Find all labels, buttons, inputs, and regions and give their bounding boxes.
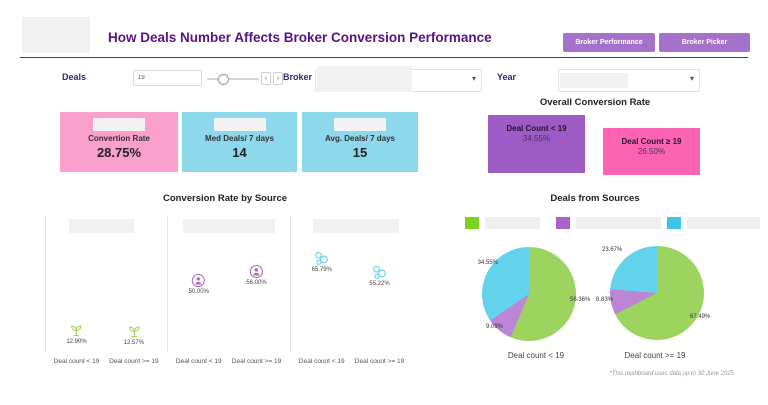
overall-bar-lt19[interactable]: Deal Count < 19 34.55%	[488, 115, 585, 173]
broker-name-redacted	[93, 118, 145, 131]
scatter-point[interactable]: 56.00%	[246, 264, 267, 287]
plant-icon	[71, 325, 82, 337]
point-value: 12.90%	[66, 339, 87, 346]
overall-conversion-title: Overall Conversion Rate	[539, 97, 651, 108]
legend-item-green[interactable]	[465, 217, 540, 229]
overall-bar-gte19[interactable]: Deal Count ≥ 19 26.50%	[603, 128, 700, 175]
logo-placeholder	[22, 17, 90, 53]
bubbles-icon	[373, 266, 387, 280]
pie-slice-label: 34.55%	[477, 260, 498, 266]
point-value: 55.22%	[369, 281, 390, 288]
pie-slice-label: 9.09%	[486, 324, 504, 330]
legend-label-redacted	[687, 217, 760, 229]
source-panel-2: 50.00% 56.00% Deal count < 19 Deal count…	[167, 215, 291, 365]
point-value: 12.57%	[123, 339, 145, 346]
source-name-redacted	[183, 219, 275, 233]
point-value: 50.00%	[188, 288, 209, 295]
deals-from-sources-title: Deals from Sources	[550, 193, 640, 204]
legend-item-purple[interactable]	[556, 217, 661, 229]
card-label: Avg. Deals/ 7 days	[325, 134, 395, 143]
scatter-point[interactable]: 12.90%	[66, 323, 87, 346]
pie-slice-label: 56.36%	[570, 297, 591, 303]
pie-axis-label: Deal count >= 19	[624, 351, 686, 360]
scatter-point[interactable]: 12.57%	[124, 324, 144, 346]
card-value: 14	[232, 145, 247, 160]
point-value: 56.00%	[246, 280, 267, 287]
year-filter-label: Year	[497, 72, 517, 82]
bar-value: 34.55%	[522, 134, 551, 143]
point-value: 65.79%	[311, 266, 332, 273]
x-axis-label: Deal count >= 19	[109, 358, 159, 365]
conversion-rate-card: Convertion Rate 28.75%	[60, 112, 178, 172]
card-value: 15	[352, 145, 368, 160]
bubbles-icon	[315, 251, 329, 265]
conversion-by-source-title: Conversion Rate by Source	[162, 193, 288, 204]
broker-name-redacted	[334, 118, 386, 131]
source-name-redacted	[69, 219, 134, 233]
legend-swatch	[667, 217, 681, 229]
footnote: *This dashboard uses data up to 30 June …	[609, 371, 734, 377]
deals-filter-label: Deals	[62, 72, 87, 82]
pie-chart-lt19[interactable]	[482, 247, 576, 341]
x-axis-label: Deal count >= 19	[231, 358, 282, 365]
broker-performance-button[interactable]: Broker Performance	[563, 33, 655, 52]
broker-name-redacted	[213, 118, 266, 131]
x-axis-label: Deal count < 19	[298, 358, 345, 365]
source-name-redacted	[313, 219, 399, 233]
plant-icon	[128, 326, 140, 337]
bar-value: 26.50%	[637, 147, 666, 156]
legend-item-blue[interactable]	[667, 217, 760, 229]
legend-label-redacted	[576, 217, 661, 229]
legend-label-redacted	[485, 217, 540, 229]
card-label: Med Deals/ 7 days	[205, 134, 274, 143]
person-icon	[192, 273, 206, 287]
deals-slider-handle[interactable]	[218, 74, 229, 85]
chevron-left-icon: ‹	[264, 75, 268, 82]
broker-picker-button[interactable]: Broker Picker	[659, 33, 750, 52]
page-title: How Deals Number Affects Broker Conversi…	[108, 30, 492, 45]
chevron-right-icon: ›	[276, 75, 280, 82]
pie-axis-label: Deal count < 19	[507, 351, 565, 360]
caret-down-icon: ▾	[689, 74, 694, 83]
scatter-point[interactable]: 55.22%	[369, 265, 390, 288]
year-value-redacted	[560, 73, 628, 88]
avg-deals-card: Avg. Deals/ 7 days 15	[302, 112, 418, 172]
source-panel-3: 65.79% 55.22% Deal count < 19 Deal count…	[290, 215, 414, 365]
broker-filter-label: Broker	[283, 72, 313, 82]
pie-slice-label: 67.49%	[690, 314, 711, 320]
card-value: 28.75%	[96, 145, 142, 160]
deals-decrement-button[interactable]: ‹	[261, 72, 271, 85]
deals-slider-track[interactable]	[207, 78, 259, 80]
x-axis-label: Deal count >= 19	[354, 358, 405, 365]
header-divider	[20, 57, 748, 58]
deals-input[interactable]	[133, 70, 202, 86]
scatter-point[interactable]: 50.00%	[189, 273, 209, 295]
scatter-point[interactable]: 65.79%	[312, 251, 332, 273]
source-panel-1: 12.90% 12.57% Deal count < 19 Deal count…	[45, 215, 168, 365]
med-deals-card: Med Deals/ 7 days 14	[182, 112, 297, 172]
pie-slice-label: 8.83%	[596, 297, 614, 303]
person-icon	[250, 265, 264, 279]
card-label: Convertion Rate	[88, 134, 150, 143]
broker-value-redacted	[317, 66, 412, 92]
x-axis-label: Deal count < 19	[175, 358, 222, 365]
bar-label: Deal Count ≥ 19	[621, 137, 682, 146]
legend-swatch	[556, 217, 570, 229]
deals-increment-button[interactable]: ›	[273, 72, 283, 85]
bar-label: Deal Count < 19	[506, 124, 567, 133]
pie-chart-gte19[interactable]	[610, 246, 704, 340]
pie-slice-label: 23.67%	[602, 247, 623, 253]
legend-swatch	[465, 217, 479, 229]
caret-down-icon: ▾	[471, 74, 476, 83]
x-axis-label: Deal count < 19	[53, 358, 100, 365]
